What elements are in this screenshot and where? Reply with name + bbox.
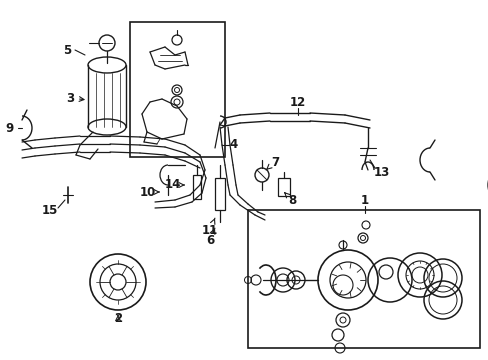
Text: 2: 2 (114, 311, 122, 324)
Text: 7: 7 (265, 156, 279, 170)
Text: 14: 14 (164, 179, 184, 192)
Ellipse shape (88, 119, 126, 135)
Bar (247, 210, 479, 348)
Text: 11: 11 (202, 218, 218, 237)
Bar (215, 178, 224, 210)
Text: 5: 5 (63, 44, 71, 57)
Text: 15: 15 (42, 203, 58, 216)
Text: 3: 3 (66, 91, 84, 104)
Bar (278, 178, 289, 196)
Text: 4: 4 (229, 139, 238, 152)
Text: 6: 6 (205, 228, 215, 247)
Text: 13: 13 (373, 166, 389, 179)
Text: 1: 1 (360, 194, 368, 207)
Text: 12: 12 (289, 95, 305, 108)
Bar (130, 22, 224, 157)
Text: 9: 9 (6, 122, 14, 135)
Bar (193, 175, 201, 199)
Text: 10: 10 (140, 185, 159, 198)
Text: 8: 8 (284, 193, 296, 207)
